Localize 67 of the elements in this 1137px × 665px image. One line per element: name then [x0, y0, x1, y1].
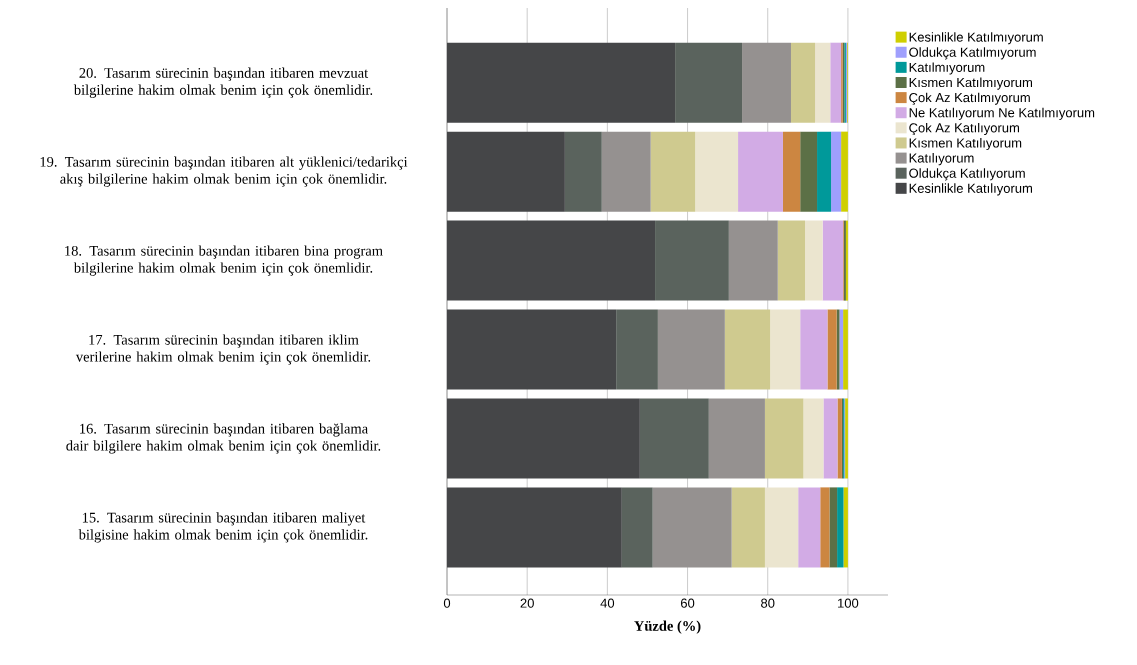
bar: [827, 309, 837, 390]
x-tick-label: 20: [520, 598, 534, 608]
y-tick-label: 18. Tasarım sürecinin başından itibaren bina program bilgilerine hakim olmak benim için çok önemlidir.: [65, 245, 383, 276]
legend-label: Kısmen Katılmıyorum: [909, 77, 1032, 90]
y-tick-label: 19. Tasarım sürecinin başından itibaren alt yüklenici/tedarikçi akış bilgilerine hakim olmak benim için çok önemlidir.: [40, 156, 408, 187]
x-tick-label: 80: [761, 598, 775, 608]
legend-label: Kesinlikle Katılmıyorum: [909, 32, 1043, 45]
x-tick-label: 40: [600, 598, 615, 608]
bar: [831, 131, 842, 212]
bar: [800, 309, 828, 390]
bar: [764, 398, 804, 479]
bar: [829, 487, 838, 568]
bar: [639, 398, 709, 479]
bar: [770, 309, 801, 390]
legend-label: Oldukça Katılıyorum: [909, 168, 1025, 181]
bar: [728, 220, 778, 301]
bar: [820, 487, 830, 568]
bar: [800, 131, 818, 212]
legend-label: Katılıyorum: [909, 153, 974, 166]
bar: [675, 42, 743, 123]
bar: [830, 42, 842, 123]
bar: [837, 398, 842, 479]
y-tick-label: 17. Tasarım sürecinin başından itibaren iklim verilerine hakim olmak benim için çok önemlidir.: [75, 334, 371, 365]
legend-label: Oldukça Katılmıyorum: [909, 47, 1036, 60]
bar: [777, 220, 806, 301]
bar: [657, 309, 725, 390]
y-tick-label: 20. Tasarım sürecinin başından itibaren mevzuat bilgilerine hakim olmak benim için çok önemlidir.: [73, 67, 373, 98]
x-tick-label: 0: [443, 598, 451, 608]
bar: [843, 487, 848, 568]
bar: [822, 220, 844, 301]
y-tick-label: 15. Tasarım sürecinin başından itibaren maliyet bilgisine hakim olmak benim için çok önemlidir.: [78, 512, 368, 543]
bar: [738, 131, 783, 212]
x-tick-label: 100: [838, 598, 859, 608]
bar: [837, 487, 844, 568]
bar: [708, 398, 765, 479]
bar: [815, 42, 831, 123]
bar: [782, 131, 801, 212]
bar: [695, 131, 739, 212]
legend-label: Çok Az Katılmıyorum: [909, 92, 1030, 105]
legend-label: Kesinlikle Katılıyorum: [909, 183, 1032, 196]
bar: [652, 487, 732, 568]
bar: [841, 131, 848, 212]
bar: [823, 398, 838, 479]
bar: [839, 309, 844, 390]
bar: [843, 309, 848, 390]
bar: [817, 131, 832, 212]
bar: [564, 131, 602, 212]
bar: [731, 487, 765, 568]
legend-label: Katılmıyorum: [909, 62, 985, 75]
bar: [616, 309, 658, 390]
bar: [650, 131, 696, 212]
legend-label: Ne Katılıyorum Ne Katılmıyorum: [909, 107, 1095, 120]
legend-label: Çok Az Katılıyorum: [909, 122, 1019, 136]
legend-label: Kısmen Katılıyorum: [909, 138, 1022, 151]
x-tick-label: 60: [680, 598, 695, 608]
bar: [601, 131, 651, 212]
x-axis-title: Yüzde (%): [634, 620, 701, 634]
bar: [798, 487, 821, 568]
bar: [764, 487, 799, 568]
bar: [803, 398, 824, 479]
bar: [621, 487, 653, 568]
bar: [805, 220, 823, 301]
bar: [742, 42, 791, 123]
bar: [724, 309, 771, 390]
bar: [655, 220, 729, 301]
bar: [790, 42, 816, 123]
y-tick-label: 16. Tasarım sürecinin başından itibaren bağlama dair bilgilere hakim olmak benim için çok önemlidir.: [66, 423, 381, 454]
